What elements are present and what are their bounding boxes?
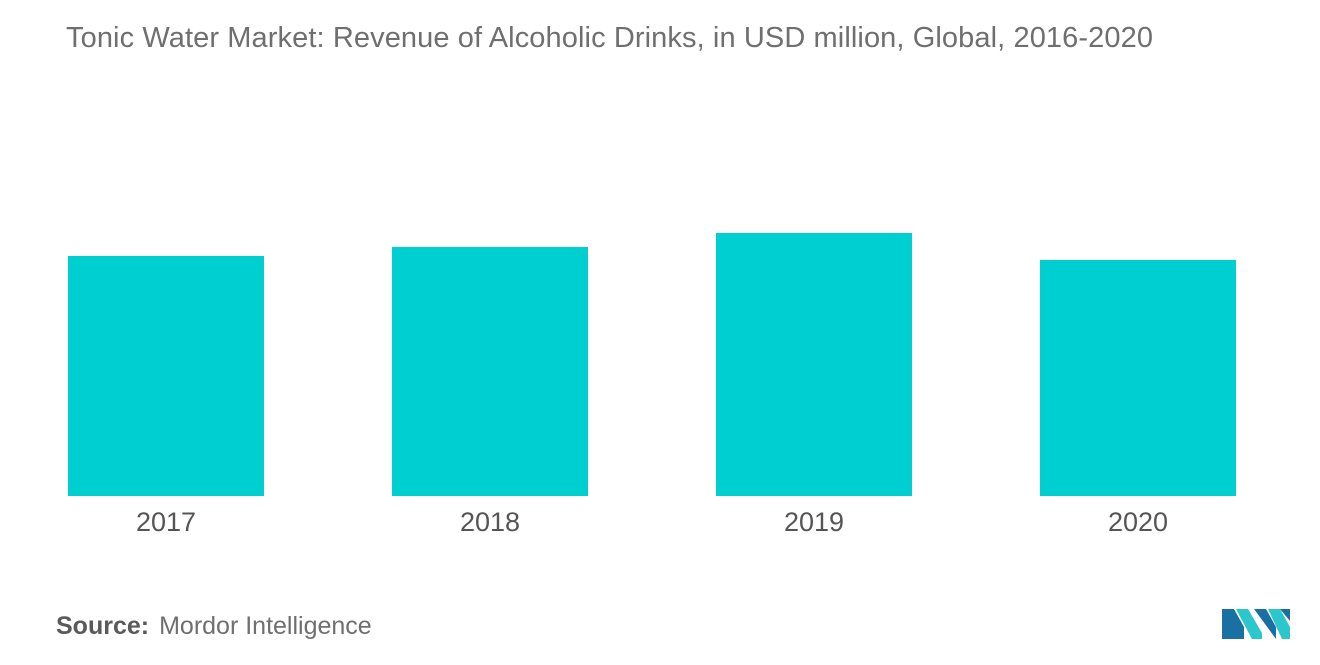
source-label: Source: [56,612,150,640]
x-tick-label-2018: 2018 [460,507,520,537]
bar-2019 [716,233,912,496]
chart-title: Tonic Water Market: Revenue of Alcoholic… [66,22,1154,54]
mordor-intelligence-logo-icon [1222,609,1290,639]
bar-2017 [68,256,264,496]
x-tick-label-2020: 2020 [1108,507,1168,537]
bar-2018 [392,247,588,496]
x-tick-label-2017: 2017 [136,507,196,537]
bar-chart: 2017 2018 2019 2020 [68,233,1236,537]
bars-group [68,233,1236,496]
x-tick-labels-group: 2017 2018 2019 2020 [136,507,1168,537]
x-tick-label-2019: 2019 [784,507,844,537]
bar-2020 [1040,260,1236,496]
source-note: Source: Mordor Intelligence [56,612,372,641]
source-text: Mordor Intelligence [159,612,372,640]
